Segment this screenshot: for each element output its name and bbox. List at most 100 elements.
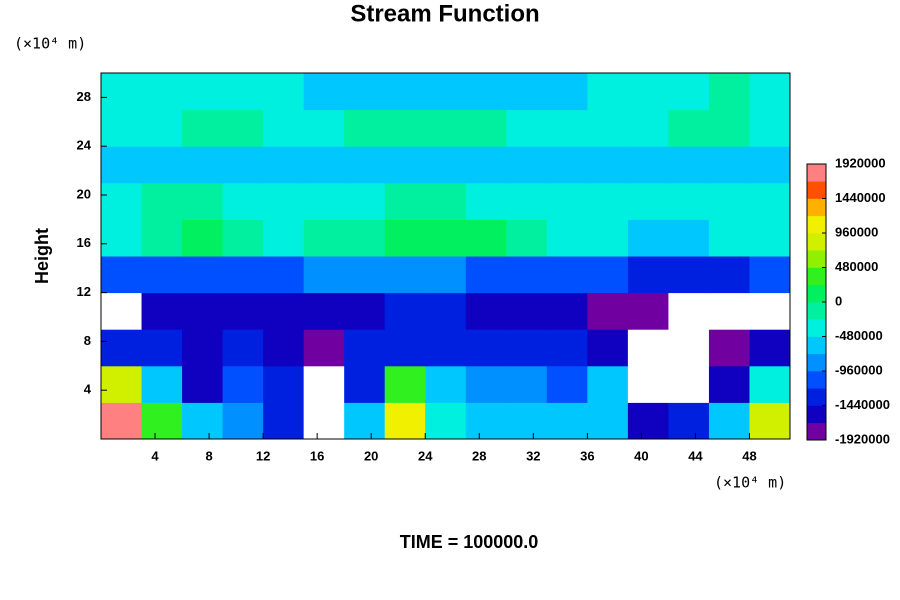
contour-cell — [344, 219, 386, 257]
contour-cell — [587, 329, 629, 367]
contour-cell — [668, 365, 710, 403]
contour-cell — [749, 73, 791, 111]
contour-cell — [141, 256, 183, 294]
contour-cell — [222, 292, 264, 330]
contour-cell — [384, 146, 426, 184]
contour-cell — [546, 182, 588, 220]
contour-cell — [222, 146, 264, 184]
contour-cell — [708, 365, 750, 403]
contour-cell — [101, 219, 143, 257]
colorbar-band — [807, 198, 826, 217]
x-tick-label: 48 — [742, 448, 756, 463]
contour-cell — [263, 402, 305, 440]
contour-cell — [587, 292, 629, 330]
contour-cell — [587, 402, 629, 440]
footer: TIME = 100000.0 — [400, 532, 539, 552]
y-unit: (×10⁴ m) — [14, 35, 86, 53]
colorbar-band — [807, 405, 826, 424]
contour-cell — [749, 219, 791, 257]
contour-cell — [263, 292, 305, 330]
contour-cell — [425, 402, 467, 440]
x-tick-label: 4 — [151, 448, 159, 463]
contour-cell — [182, 73, 224, 111]
contour-cell — [101, 329, 143, 367]
contour-cell — [587, 219, 629, 257]
contour-cell — [668, 329, 710, 367]
colorbar-tick-label: -1440000 — [835, 397, 890, 412]
contour-cell — [668, 402, 710, 440]
contour-cell — [303, 402, 345, 440]
y-tick-label: 4 — [84, 382, 92, 397]
contour-cell — [627, 292, 669, 330]
contour-cell — [465, 292, 507, 330]
contour-cell — [182, 292, 224, 330]
contour-cell — [222, 402, 264, 440]
contour-cell — [668, 292, 710, 330]
contour-cell — [222, 329, 264, 367]
contour-cell — [303, 329, 345, 367]
contour-cell — [465, 73, 507, 111]
contour-cell — [708, 256, 750, 294]
y-tick-label: 20 — [77, 186, 91, 201]
contour-cell — [303, 182, 345, 220]
contour-cell — [506, 365, 548, 403]
contour-cell — [182, 365, 224, 403]
contour-cell — [344, 146, 386, 184]
contour-cell — [182, 182, 224, 220]
contour-cell — [141, 146, 183, 184]
contour-cell — [465, 109, 507, 147]
contour-cell — [303, 146, 345, 184]
contour-cell — [708, 292, 750, 330]
contour-cell — [303, 256, 345, 294]
contour-cell — [627, 402, 669, 440]
colorbar-band — [807, 422, 826, 441]
contour-cell — [263, 219, 305, 257]
contour-cell — [141, 73, 183, 111]
contour-cell — [708, 73, 750, 111]
y-tick-label: 16 — [77, 235, 91, 250]
contour-cell — [263, 73, 305, 111]
contour-cell — [101, 73, 143, 111]
x-tick-label: 32 — [526, 448, 540, 463]
contour-cell — [182, 219, 224, 257]
contour-cell — [587, 73, 629, 111]
contour-cell — [101, 256, 143, 294]
contour-cell — [384, 292, 426, 330]
contour-cell — [141, 329, 183, 367]
contour-cell — [627, 73, 669, 111]
contour-cell — [303, 109, 345, 147]
contour-cell — [384, 402, 426, 440]
contour-cell — [546, 109, 588, 147]
contour-cell — [506, 256, 548, 294]
contour-cell — [465, 256, 507, 294]
contour-cell — [749, 256, 791, 294]
contour-cell — [141, 182, 183, 220]
contour-cell — [708, 402, 750, 440]
contour-cell — [749, 329, 791, 367]
x-tick-label: 16 — [310, 448, 324, 463]
contour-cell — [263, 365, 305, 403]
contour-cell — [668, 73, 710, 111]
contour-cell — [101, 182, 143, 220]
contour-cell — [668, 219, 710, 257]
contour-cell — [627, 182, 669, 220]
contour-cell — [141, 219, 183, 257]
contour-cell — [425, 219, 467, 257]
contour-cell — [749, 146, 791, 184]
colorbar-band — [807, 250, 826, 268]
y-tick-label: 12 — [77, 284, 91, 299]
contour-cell — [587, 365, 629, 403]
contour-cell — [546, 329, 588, 367]
contour-cell — [425, 329, 467, 367]
contour-cell — [749, 402, 791, 440]
contour-cell — [506, 182, 548, 220]
chart-title: Stream Function — [350, 0, 539, 27]
x-unit: (×10⁴ m) — [714, 474, 786, 492]
contour-cell — [303, 365, 345, 403]
contour-cell — [344, 109, 386, 147]
contour-cell — [587, 182, 629, 220]
contour-cell — [222, 182, 264, 220]
contour-cell — [708, 182, 750, 220]
contour-cell — [425, 365, 467, 403]
